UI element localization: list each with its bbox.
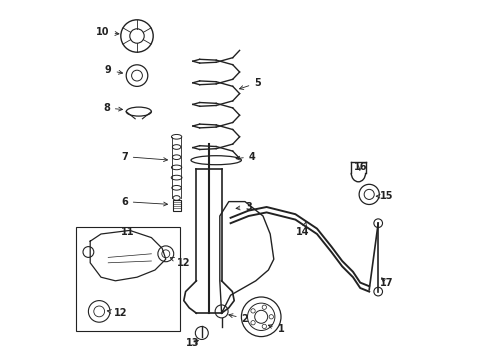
Text: 9: 9 <box>105 65 122 75</box>
Text: 17: 17 <box>380 278 393 288</box>
Text: 12: 12 <box>170 257 190 268</box>
Bar <box>76 227 180 331</box>
Text: 4: 4 <box>236 152 256 162</box>
Text: 13: 13 <box>186 338 199 348</box>
Text: 2: 2 <box>229 314 248 324</box>
Text: 16: 16 <box>353 162 367 172</box>
Bar <box>172 200 180 211</box>
Text: 14: 14 <box>296 222 309 237</box>
Text: 11: 11 <box>121 227 135 237</box>
Text: 1: 1 <box>269 324 284 334</box>
Text: 5: 5 <box>240 78 261 89</box>
Text: 7: 7 <box>121 152 168 162</box>
Text: 12: 12 <box>107 308 127 318</box>
Text: 8: 8 <box>103 103 122 113</box>
Text: 3: 3 <box>236 202 252 212</box>
Text: 6: 6 <box>121 197 168 207</box>
Text: 15: 15 <box>376 191 393 201</box>
Text: 10: 10 <box>96 27 119 37</box>
